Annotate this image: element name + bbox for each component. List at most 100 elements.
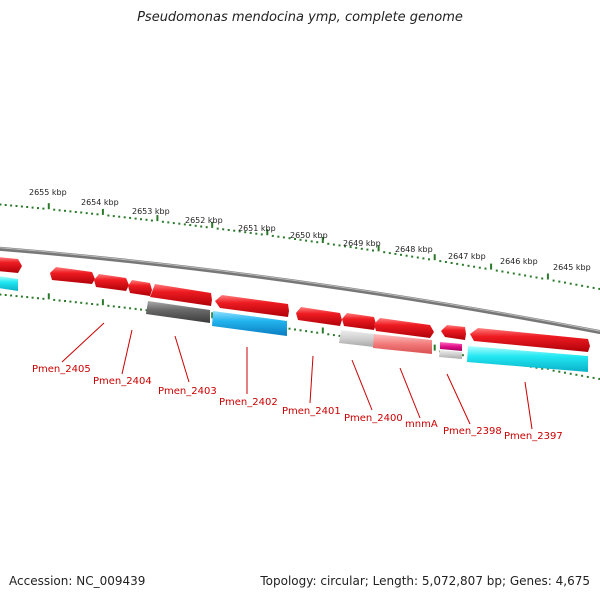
minor-tick: [592, 376, 595, 379]
minor-tick: [271, 234, 274, 237]
minor-tick: [299, 238, 302, 241]
minor-tick: [0, 293, 2, 296]
minor-tick: [91, 303, 94, 305]
minor-tick: [112, 305, 115, 308]
minor-tick: [222, 228, 225, 231]
major-tick: [211, 221, 214, 228]
minor-tick: [598, 287, 600, 290]
minor-tick: [205, 226, 208, 229]
minor-tick: [400, 253, 402, 256]
minor-tick: [118, 306, 121, 308]
minor-tick: [461, 354, 464, 357]
minor-tick: [64, 209, 66, 212]
minor-tick: [456, 262, 459, 265]
gene-block: [0, 276, 18, 291]
minor-tick: [96, 213, 99, 216]
gene-arrow: [342, 313, 376, 330]
minor-tick: [507, 271, 510, 274]
minor-tick: [112, 215, 115, 218]
minor-tick: [349, 246, 352, 249]
major-tick: [433, 254, 436, 261]
minor-tick: [37, 207, 39, 210]
minor-tick: [495, 269, 498, 272]
minor-tick: [383, 251, 386, 254]
label-leaders: [61, 322, 533, 430]
major-tick: [321, 327, 324, 334]
minor-tick: [172, 222, 175, 225]
minor-tick: [294, 238, 296, 240]
minor-tick: [569, 372, 572, 375]
minor-tick: [316, 331, 319, 334]
minor-tick: [249, 231, 252, 234]
gene-block: [146, 301, 210, 323]
gene-arrow: [296, 307, 342, 326]
gene-arrow: [150, 284, 212, 306]
minor-tick: [552, 369, 555, 372]
kbp-label: 2645 kbp: [553, 263, 591, 272]
minor-tick: [80, 211, 83, 214]
minor-tick: [260, 233, 263, 236]
gene-arrow: [0, 257, 22, 273]
gene-block: [467, 346, 588, 372]
kbp-labels: 2655 kbp 2654 kbp 2653 kbp 2652 kbp 2651…: [29, 188, 591, 272]
minor-tick: [529, 275, 532, 278]
minor-tick: [586, 285, 589, 288]
minor-tick: [80, 301, 83, 304]
minor-tick: [0, 203, 2, 206]
minor-tick: [134, 307, 137, 310]
minor-tick: [216, 227, 219, 230]
major-tick: [47, 293, 50, 300]
gene-arrow: [441, 325, 466, 340]
gene-label: mnmA: [405, 419, 438, 430]
minor-tick: [31, 296, 34, 299]
kbp-label: 2649 kbp: [343, 239, 381, 248]
minor-tick: [183, 223, 186, 226]
gene-arrow: [470, 328, 590, 352]
minor-tick: [53, 208, 56, 211]
kbp-label: 2653 kbp: [132, 207, 170, 216]
minor-tick: [161, 220, 164, 223]
minor-tick: [140, 308, 142, 311]
major-tick: [433, 344, 436, 351]
kbp-label: 2655 kbp: [29, 188, 67, 197]
minor-tick: [178, 222, 181, 225]
genome-summary-text: Topology: circular; Length: 5,072,807 bp…: [260, 574, 590, 588]
minor-tick: [37, 297, 39, 300]
minor-tick: [4, 204, 7, 206]
major-tick: [101, 208, 104, 215]
minor-tick: [512, 272, 515, 275]
minor-tick: [461, 263, 464, 266]
minor-tick: [366, 248, 369, 251]
minor-tick: [10, 204, 13, 207]
minor-tick: [64, 300, 66, 302]
minor-tick: [4, 294, 7, 296]
kbp-label: 2654 kbp: [81, 198, 119, 207]
minor-tick: [107, 214, 110, 217]
kbp-label: 2651 kbp: [238, 224, 276, 233]
minor-tick: [338, 244, 341, 247]
minor-tick: [501, 270, 504, 273]
minor-tick: [26, 296, 29, 299]
minor-tick: [58, 299, 61, 302]
minor-tick: [484, 267, 487, 270]
major-tick: [321, 237, 324, 243]
minor-tick: [255, 232, 258, 235]
minor-tick: [327, 333, 330, 336]
gene-arrow: [215, 295, 289, 317]
minor-tick: [85, 302, 88, 305]
accession-text: Accession: NC_009439: [9, 574, 146, 588]
minor-tick: [444, 261, 447, 263]
minor-tick: [541, 277, 544, 280]
gene-label: Pmen_2400: [344, 413, 403, 424]
gene-arrow: [374, 318, 434, 338]
minor-tick: [58, 209, 61, 212]
minor-tick: [564, 371, 566, 374]
gene-label: Pmen_2403: [158, 386, 217, 397]
minor-tick: [332, 334, 335, 337]
minor-tick: [145, 309, 148, 312]
minor-tick: [564, 281, 566, 284]
minor-tick: [134, 217, 137, 220]
minor-tick: [439, 260, 442, 263]
minor-tick: [26, 206, 29, 208]
gene-label: Pmen_2398: [443, 426, 502, 437]
